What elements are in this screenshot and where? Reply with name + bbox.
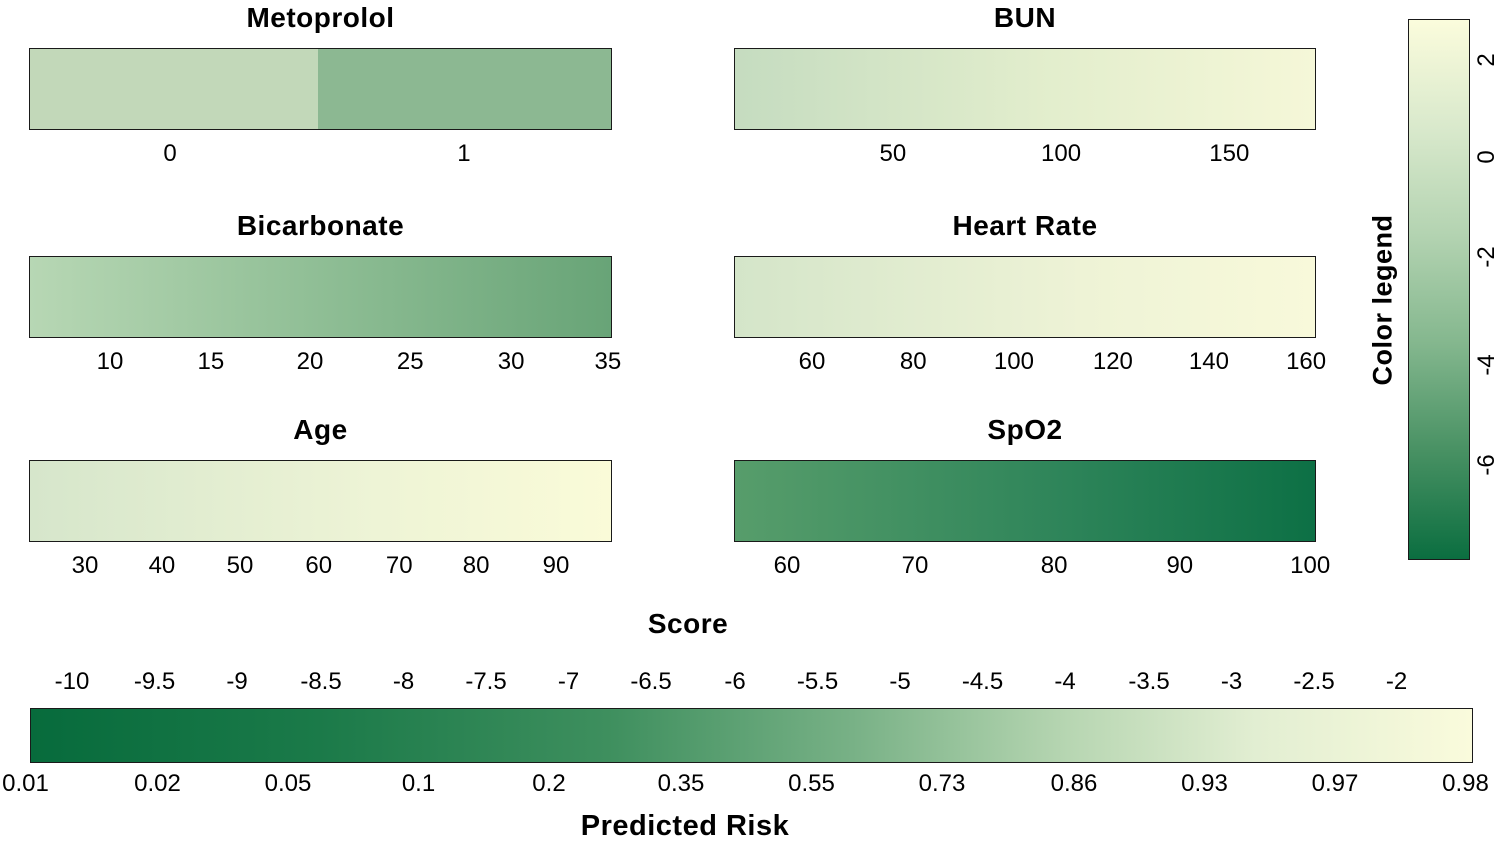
tick-label: 2 bbox=[1473, 53, 1500, 67]
tick-label: 35 bbox=[594, 348, 622, 375]
tick-label: 100 bbox=[1041, 140, 1082, 167]
panel-title-heart-rate: Heart Rate bbox=[952, 210, 1098, 241]
tick-label: -2 bbox=[1473, 246, 1500, 268]
tick-label: 0.98 bbox=[1442, 770, 1489, 797]
panel-title-bun: BUN bbox=[993, 2, 1057, 33]
tick-label: 0.73 bbox=[918, 770, 966, 797]
tick-label: 20 bbox=[296, 348, 324, 375]
tick-label: 90 bbox=[1166, 552, 1194, 579]
axis-ticks-heart-rate: 60 80 100 120 140 160 bbox=[734, 348, 1326, 382]
tick-label: 15 bbox=[197, 348, 225, 375]
tick-label: 25 bbox=[396, 348, 424, 375]
tick-label: 70 bbox=[901, 552, 929, 579]
score-color-bar bbox=[30, 708, 1473, 763]
color-bar-age bbox=[29, 460, 612, 542]
tick-label: -9 bbox=[226, 668, 248, 695]
color-legend-ticks: 2 0 -2 -4 -6 bbox=[1470, 19, 1500, 560]
tick-label: 10 bbox=[96, 348, 124, 375]
panel-bicarbonate: Bicarbonate 10 15 20 25 30 35 bbox=[29, 210, 622, 386]
tick-label: 150 bbox=[1209, 140, 1250, 167]
tick-label: -10 bbox=[54, 668, 90, 695]
tick-label: -4 bbox=[1473, 354, 1500, 376]
axis-ticks-bun: 50 100 150 bbox=[734, 140, 1316, 174]
tick-label: 0.35 bbox=[657, 770, 705, 797]
tick-label: -9.5 bbox=[133, 668, 176, 695]
tick-label: -6 bbox=[724, 668, 746, 695]
tick-label: -2 bbox=[1385, 668, 1408, 695]
panel-title-bicarbonate: Bicarbonate bbox=[236, 210, 405, 241]
tick-label: 70 bbox=[385, 552, 413, 579]
predicted-risk-title: Predicted Risk bbox=[580, 810, 790, 842]
color-legend-title: Color legend bbox=[1367, 214, 1398, 386]
tick-label: 100 bbox=[1290, 552, 1331, 579]
tick-label: 0 bbox=[1473, 150, 1500, 164]
color-bar-bicarbonate bbox=[29, 256, 612, 338]
tick-label: -6.5 bbox=[630, 668, 672, 695]
tick-label: 140 bbox=[1188, 348, 1229, 375]
score-axis-title: Score bbox=[647, 608, 729, 639]
tick-label: 90 bbox=[542, 552, 570, 579]
tick-label: 60 bbox=[773, 552, 801, 579]
tick-label: -4 bbox=[1054, 668, 1076, 695]
tick-label: 0.97 bbox=[1311, 770, 1359, 797]
color-legend-bar bbox=[1408, 19, 1470, 560]
score-axis-ticks: -10 -9.5 -9 -8.5 -8 -7.5 -7 -6.5 -6 -5.5 -5 -4.5 -4 -… bbox=[0, 668, 1500, 700]
color-bar-metoprolol bbox=[29, 48, 612, 130]
tick-label: 0.1 bbox=[401, 770, 436, 797]
tick-label: 0.2 bbox=[532, 770, 566, 797]
tick-label: -5 bbox=[889, 668, 911, 695]
tick-label: -7 bbox=[557, 668, 580, 695]
tick-label: 80 bbox=[899, 348, 927, 375]
tick-label: 50 bbox=[226, 552, 254, 579]
tick-label: -6 bbox=[1473, 454, 1500, 476]
tick-label: 1 bbox=[457, 140, 471, 167]
color-bar-heart-rate bbox=[734, 256, 1316, 338]
color-bar-bun bbox=[734, 48, 1316, 130]
tick-label: 0.86 bbox=[1050, 770, 1098, 797]
tick-label: 100 bbox=[993, 348, 1034, 375]
axis-ticks-bicarbonate: 10 15 20 25 30 35 bbox=[29, 348, 622, 382]
tick-label: 30 bbox=[497, 348, 525, 375]
tick-label: 0.05 bbox=[264, 770, 312, 797]
predicted-risk-labels: 0.01 0.02 0.05 0.1 0.2 0.35 0.55 0.73 0.86 0.93 0.… bbox=[0, 770, 1500, 802]
tick-label: 80 bbox=[462, 552, 490, 579]
tick-label: 0.93 bbox=[1181, 770, 1228, 797]
axis-ticks-spo2: 60 70 80 90 100 bbox=[734, 552, 1331, 586]
tick-label: -5.5 bbox=[796, 668, 839, 695]
tick-label: 0.01 bbox=[2, 770, 49, 797]
panel-title-age: Age bbox=[293, 414, 348, 445]
tick-label: -3 bbox=[1220, 668, 1243, 695]
tick-label: 160 bbox=[1286, 348, 1327, 375]
panel-age: Age 30 40 50 60 70 80 90 bbox=[29, 414, 612, 590]
color-bar-spo2 bbox=[734, 460, 1316, 542]
tick-label: 50 bbox=[879, 140, 907, 167]
tick-label: 40 bbox=[148, 552, 176, 579]
tick-label: 30 bbox=[71, 552, 99, 579]
tick-label: 60 bbox=[305, 552, 333, 579]
tick-label: 0.55 bbox=[788, 770, 835, 797]
tick-label: -3.5 bbox=[1128, 668, 1170, 695]
tick-label: -8 bbox=[392, 668, 415, 695]
tick-label: 0.02 bbox=[134, 770, 181, 797]
tick-label: 120 bbox=[1092, 348, 1133, 375]
tick-label: 60 bbox=[798, 348, 826, 375]
panel-title-spo2: SpO2 bbox=[987, 414, 1063, 445]
panel-heart-rate: Heart Rate 60 80 100 120 140 160 bbox=[734, 210, 1326, 386]
panel-title-metoprolol: Metoprolol bbox=[246, 2, 395, 33]
axis-ticks-age: 30 40 50 60 70 80 90 bbox=[29, 552, 612, 586]
panel-bun: BUN 50 100 150 bbox=[734, 2, 1316, 178]
tick-label: -4.5 bbox=[961, 668, 1004, 695]
tick-label: 80 bbox=[1040, 552, 1068, 579]
tick-label: 0 bbox=[163, 140, 177, 167]
panel-spo2: SpO2 60 70 80 90 100 bbox=[734, 414, 1331, 590]
tick-label: -2.5 bbox=[1293, 668, 1335, 695]
tick-label: -7.5 bbox=[465, 668, 507, 695]
tick-label: -8.5 bbox=[300, 668, 342, 695]
